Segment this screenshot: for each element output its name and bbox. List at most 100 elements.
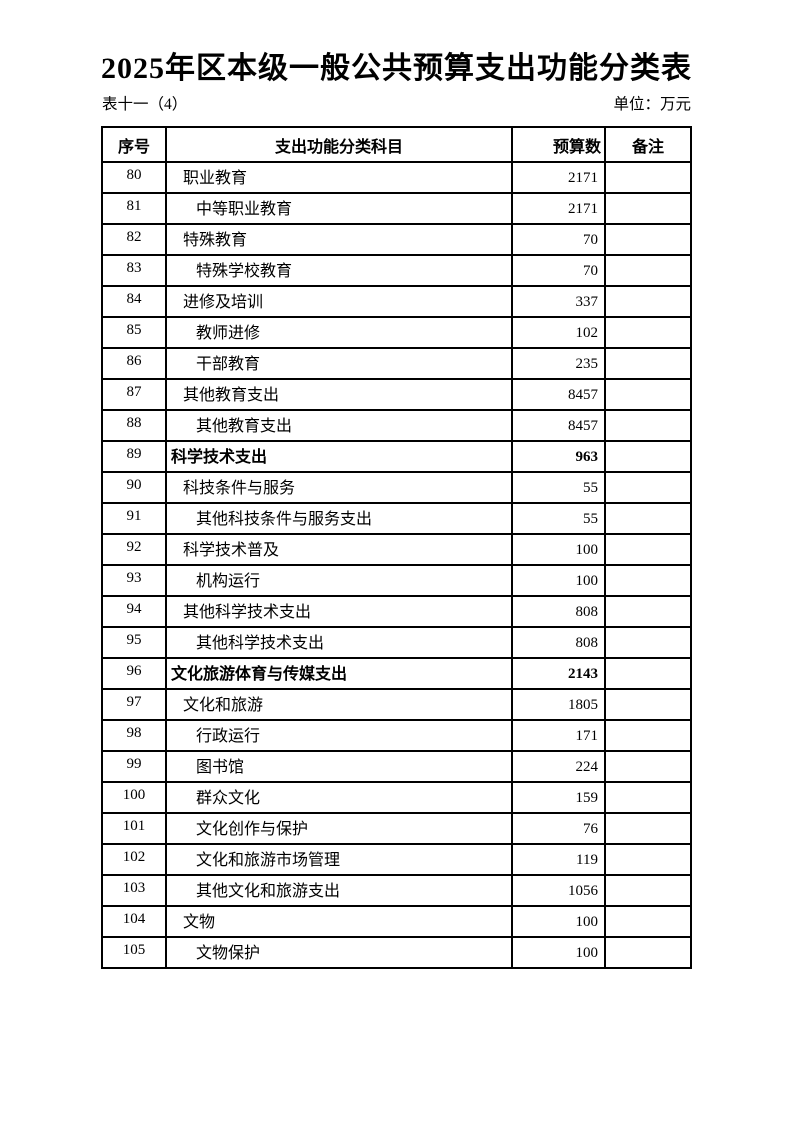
row-remark (604, 812, 692, 845)
row-index: 97 (101, 688, 167, 721)
row-remark (604, 440, 692, 473)
table-row: 98 行政运行 171 (101, 719, 692, 752)
row-subject: 文化创作与保护 (165, 812, 513, 845)
row-budget: 8457 (511, 409, 606, 442)
table-row: 87 其他教育支出 8457 (101, 378, 692, 411)
row-budget: 100 (511, 905, 606, 938)
row-index: 96 (101, 657, 167, 690)
row-remark (604, 502, 692, 535)
row-remark (604, 378, 692, 411)
row-subject: 进修及培训 (165, 285, 513, 318)
row-budget: 1056 (511, 874, 606, 907)
row-index: 83 (101, 254, 167, 287)
row-subject: 教师进修 (165, 316, 513, 349)
row-subject: 群众文化 (165, 781, 513, 814)
row-budget: 224 (511, 750, 606, 783)
row-remark (604, 316, 692, 349)
row-subject: 文物 (165, 905, 513, 938)
row-remark (604, 595, 692, 628)
row-remark (604, 254, 692, 287)
table-row: 100 群众文化 159 (101, 781, 692, 814)
table-row: 85 教师进修 102 (101, 316, 692, 349)
table-row: 86 干部教育 235 (101, 347, 692, 380)
row-budget: 100 (511, 936, 606, 969)
row-remark (604, 719, 692, 752)
row-subject: 干部教育 (165, 347, 513, 380)
row-index: 100 (101, 781, 167, 814)
row-subject: 其他科学技术支出 (165, 626, 513, 659)
row-budget: 159 (511, 781, 606, 814)
row-budget: 100 (511, 533, 606, 566)
table-row: 97 文化和旅游 1805 (101, 688, 692, 721)
row-subject: 文化和旅游市场管理 (165, 843, 513, 876)
row-remark (604, 471, 692, 504)
row-remark (604, 657, 692, 690)
row-index: 99 (101, 750, 167, 783)
row-index: 81 (101, 192, 167, 225)
row-subject: 特殊学校教育 (165, 254, 513, 287)
row-index: 95 (101, 626, 167, 659)
row-subject: 行政运行 (165, 719, 513, 752)
table-row: 103 其他文化和旅游支出 1056 (101, 874, 692, 907)
row-index: 94 (101, 595, 167, 628)
row-budget: 102 (511, 316, 606, 349)
row-subject: 其他科学技术支出 (165, 595, 513, 628)
row-budget: 337 (511, 285, 606, 318)
table-row: 104 文物 100 (101, 905, 692, 938)
page-title: 2025年区本级一般公共预算支出功能分类表 (101, 52, 692, 85)
table-row: 84 进修及培训 337 (101, 285, 692, 318)
table-meta-row: 表十一（4） 单位：万元 (102, 95, 691, 115)
row-index: 103 (101, 874, 167, 907)
col-header-subject: 支出功能分类科目 (165, 126, 513, 163)
row-index: 86 (101, 347, 167, 380)
row-budget: 808 (511, 626, 606, 659)
row-remark (604, 223, 692, 256)
row-remark (604, 843, 692, 876)
row-subject: 图书馆 (165, 750, 513, 783)
col-header-index: 序号 (101, 126, 167, 163)
table-number-label: 表十一（4） (102, 96, 188, 113)
row-budget: 55 (511, 471, 606, 504)
row-remark (604, 533, 692, 566)
table-row: 80 职业教育 2171 (101, 161, 692, 194)
row-budget: 235 (511, 347, 606, 380)
row-remark (604, 750, 692, 783)
table-row: 91 其他科技条件与服务支出 55 (101, 502, 692, 535)
table-row: 105 文物保护 100 (101, 936, 692, 969)
col-header-budget: 预算数 (511, 126, 606, 163)
row-index: 90 (101, 471, 167, 504)
row-subject: 特殊教育 (165, 223, 513, 256)
row-subject: 科学技术普及 (165, 533, 513, 566)
row-budget: 100 (511, 564, 606, 597)
table-row: 95 其他科学技术支出 808 (101, 626, 692, 659)
col-header-remark: 备注 (604, 126, 692, 163)
row-subject: 文物保护 (165, 936, 513, 969)
row-index: 105 (101, 936, 167, 969)
row-budget: 808 (511, 595, 606, 628)
row-budget: 119 (511, 843, 606, 876)
row-budget: 70 (511, 223, 606, 256)
row-subject: 中等职业教育 (165, 192, 513, 225)
row-index: 84 (101, 285, 167, 318)
row-index: 85 (101, 316, 167, 349)
row-index: 89 (101, 440, 167, 473)
row-subject: 文化和旅游 (165, 688, 513, 721)
row-budget: 8457 (511, 378, 606, 411)
row-index: 93 (101, 564, 167, 597)
row-index: 102 (101, 843, 167, 876)
row-budget: 2143 (511, 657, 606, 690)
table-row: 101 文化创作与保护 76 (101, 812, 692, 845)
row-remark (604, 626, 692, 659)
table-header-row: 序号 支出功能分类科目 预算数 备注 (101, 126, 692, 163)
row-subject: 职业教育 (165, 161, 513, 194)
table-row: 90 科技条件与服务 55 (101, 471, 692, 504)
table-row: 99 图书馆 224 (101, 750, 692, 783)
row-subject: 文化旅游体育与传媒支出 (165, 657, 513, 690)
row-subject: 其他教育支出 (165, 378, 513, 411)
row-index: 98 (101, 719, 167, 752)
row-subject: 科技条件与服务 (165, 471, 513, 504)
row-index: 104 (101, 905, 167, 938)
row-budget: 171 (511, 719, 606, 752)
row-index: 88 (101, 409, 167, 442)
